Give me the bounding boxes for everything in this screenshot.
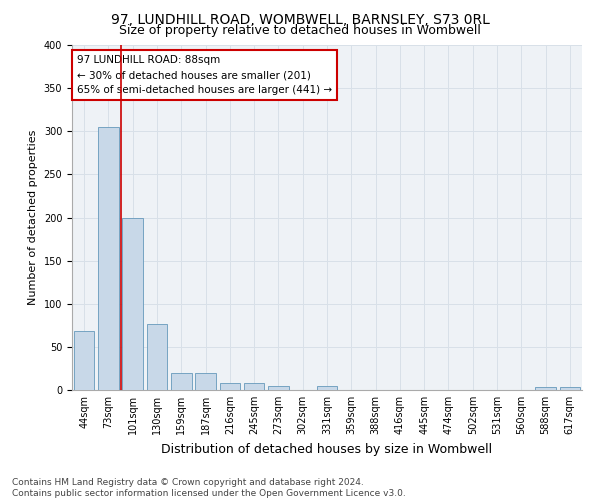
Bar bbox=[220, 383, 240, 390]
Text: 97 LUNDHILL ROAD: 88sqm
← 30% of detached houses are smaller (201)
65% of semi-d: 97 LUNDHILL ROAD: 88sqm ← 30% of detache… bbox=[77, 56, 332, 95]
X-axis label: Distribution of detached houses by size in Wombwell: Distribution of detached houses by size … bbox=[161, 442, 493, 456]
Text: 97, LUNDHILL ROAD, WOMBWELL, BARNSLEY, S73 0RL: 97, LUNDHILL ROAD, WOMBWELL, BARNSLEY, S… bbox=[110, 12, 490, 26]
Bar bbox=[535, 386, 556, 390]
Bar bbox=[98, 127, 119, 390]
Bar bbox=[317, 386, 337, 390]
Bar bbox=[560, 386, 580, 390]
Y-axis label: Number of detached properties: Number of detached properties bbox=[28, 130, 38, 305]
Bar bbox=[171, 373, 191, 390]
Bar bbox=[244, 383, 265, 390]
Bar bbox=[74, 332, 94, 390]
Text: Contains HM Land Registry data © Crown copyright and database right 2024.
Contai: Contains HM Land Registry data © Crown c… bbox=[12, 478, 406, 498]
Bar bbox=[195, 373, 216, 390]
Text: Size of property relative to detached houses in Wombwell: Size of property relative to detached ho… bbox=[119, 24, 481, 37]
Bar bbox=[146, 324, 167, 390]
Bar bbox=[122, 218, 143, 390]
Bar bbox=[268, 386, 289, 390]
